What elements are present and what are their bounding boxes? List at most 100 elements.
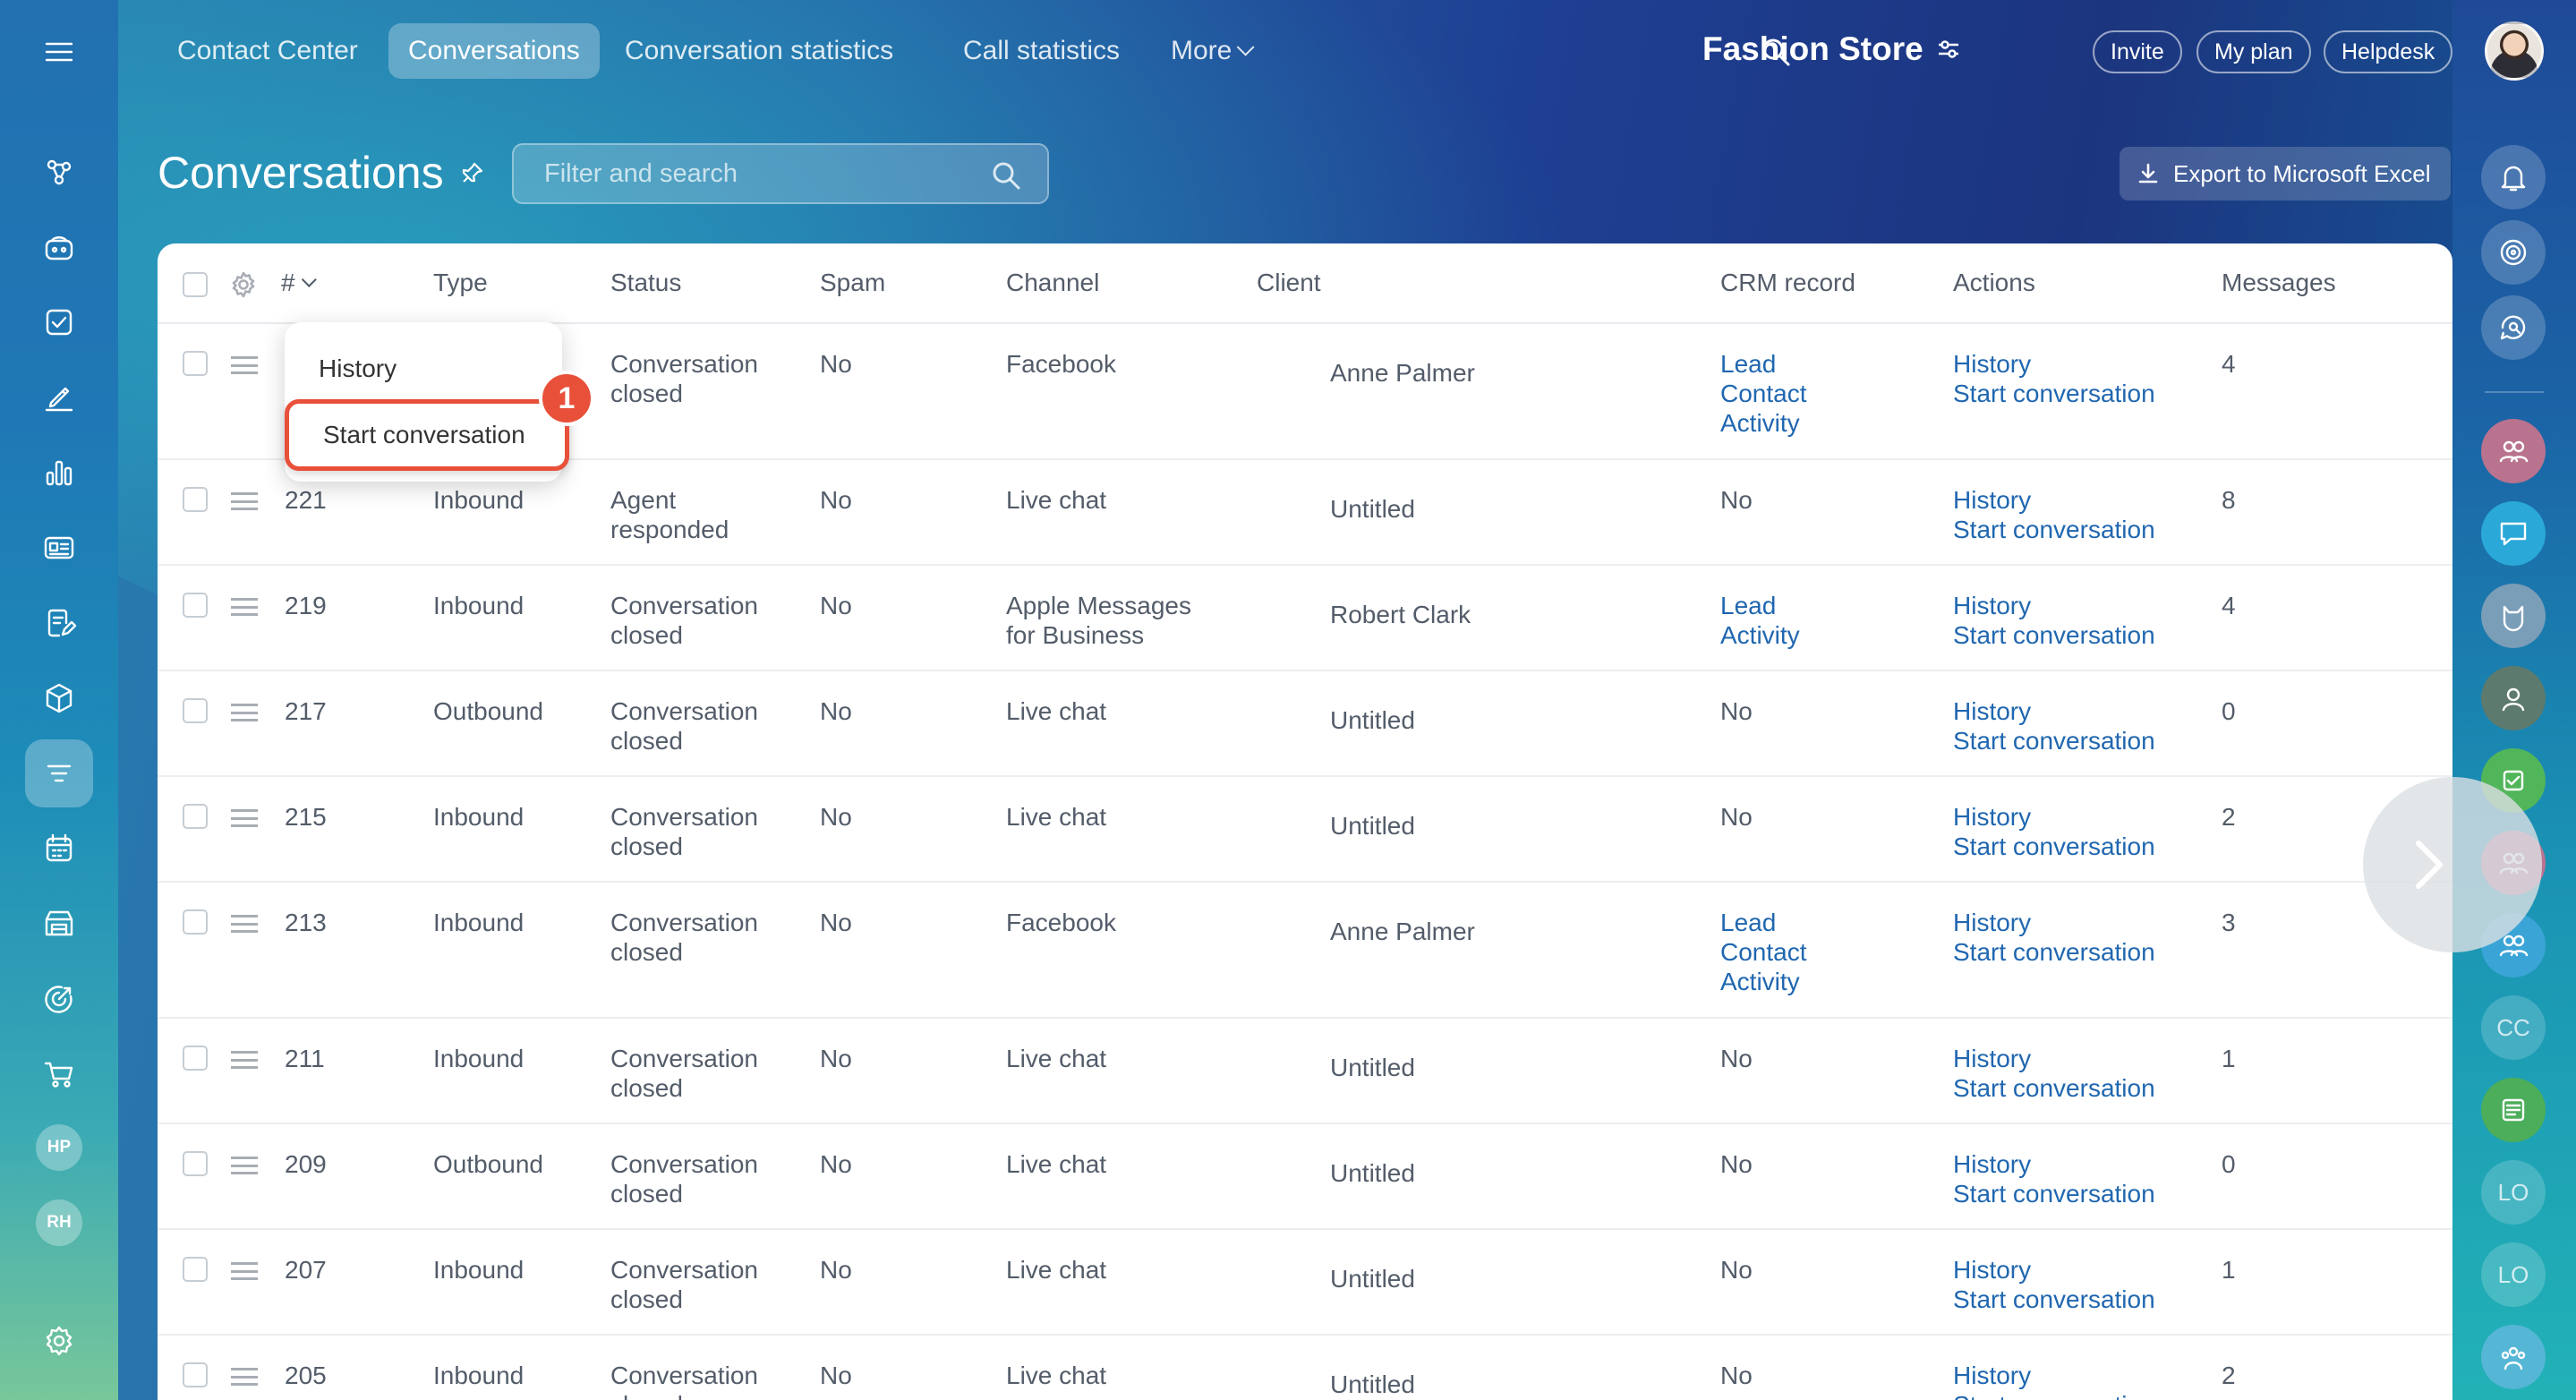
target-icon[interactable] [25, 965, 93, 1033]
user-avatar[interactable]: HP [36, 1124, 82, 1171]
store-icon[interactable] [25, 890, 93, 958]
scroll-right-button[interactable] [2363, 777, 2542, 952]
start-conversation-link[interactable]: Start conversation [1953, 727, 2155, 755]
menu-item-history[interactable]: History [319, 354, 397, 382]
row-checkbox[interactable] [183, 1151, 208, 1176]
tasks-icon[interactable] [25, 288, 93, 356]
menu-item-start-conversation[interactable]: Start conversation [285, 399, 569, 471]
history-link[interactable]: History [1953, 1362, 2032, 1389]
row-client[interactable]: Untitled [1330, 1265, 1415, 1293]
column-header[interactable]: Actions [1953, 269, 2035, 296]
radar-icon[interactable] [2481, 220, 2546, 285]
row-checkbox[interactable] [183, 1362, 208, 1387]
menu-icon[interactable] [25, 18, 93, 86]
row-client[interactable]: Anne Palmer [1330, 359, 1475, 387]
profile-avatar[interactable] [2485, 21, 2544, 81]
row-checkbox[interactable] [183, 351, 208, 376]
history-link[interactable]: History [1953, 909, 2032, 936]
table-row[interactable]: 221 Inbound Agent responded No Live chat Untit… [158, 460, 2452, 566]
history-link[interactable]: History [1953, 803, 2032, 831]
search-input[interactable]: Filter and search [512, 143, 1049, 204]
search-icon[interactable] [1760, 36, 1792, 68]
search-icon[interactable] [990, 159, 1022, 192]
history-link[interactable]: History [1953, 1045, 2032, 1072]
drag-handle-icon[interactable] [231, 1262, 258, 1280]
drag-handle-icon[interactable] [231, 1368, 258, 1386]
chat-bubble-avatar[interactable] [2481, 501, 2546, 566]
crm-link[interactable]: Activity [1720, 621, 1800, 649]
drag-handle-icon[interactable] [231, 809, 258, 827]
bell-icon[interactable] [2481, 145, 2546, 209]
column-header[interactable]: Channel [1006, 269, 1100, 296]
start-conversation-link[interactable]: Start conversation [1953, 516, 2155, 543]
table-row[interactable]: 215 Inbound Conversation closed No Live chat U… [158, 777, 2452, 883]
column-header[interactable]: CRM record [1720, 269, 1855, 296]
start-conversation-link[interactable]: Start conversation [1953, 1180, 2155, 1208]
tab-call-statistics[interactable]: Call statistics [963, 36, 1121, 65]
history-link[interactable]: History [1953, 486, 2032, 514]
drag-handle-icon[interactable] [231, 356, 258, 374]
column-header[interactable]: Status [610, 269, 682, 296]
team-avatar[interactable] [2481, 1325, 2546, 1389]
row-checkbox[interactable] [183, 487, 208, 512]
table-row[interactable]: 213 Inbound Conversation closed No Facebook An… [158, 883, 2452, 1019]
start-conversation-link[interactable]: Start conversation [1953, 938, 2155, 966]
crm-link[interactable]: Activity [1720, 409, 1800, 437]
export-excel-button[interactable]: Export to Microsoft Excel [2120, 147, 2451, 201]
column-header[interactable]: Spam [820, 269, 886, 296]
workspace-name[interactable]: Fashion Store [1702, 30, 1961, 68]
start-conversation-link[interactable]: Start conversation [1953, 832, 2155, 860]
automation-icon[interactable] [25, 138, 93, 206]
row-client[interactable]: Untitled [1330, 706, 1415, 734]
crm-link[interactable]: Contact [1720, 380, 1807, 407]
crm-link[interactable]: Contact [1720, 938, 1807, 966]
row-client[interactable]: Robert Clark [1330, 601, 1471, 628]
chat-initials-avatar[interactable]: LO [2481, 1160, 2546, 1225]
table-row[interactable]: 207 Inbound Conversation closed No Live chat U… [158, 1230, 2452, 1336]
start-conversation-link[interactable]: Start conversation [1953, 1285, 2155, 1313]
table-row[interactable]: 219 Inbound Conversation closed No Apple Mess… [158, 566, 2452, 671]
history-link[interactable]: History [1953, 1256, 2032, 1284]
sign-icon[interactable] [25, 363, 93, 431]
chat-initials-avatar[interactable]: LO [2481, 1242, 2546, 1307]
tab-conversations[interactable]: Conversations [388, 23, 600, 79]
drag-handle-icon[interactable] [231, 1051, 258, 1069]
invite-button[interactable]: Invite [2093, 30, 2182, 73]
row-client[interactable]: Untitled [1330, 495, 1415, 523]
inventory-icon[interactable] [25, 664, 93, 732]
cart-icon[interactable] [25, 1040, 93, 1108]
row-checkbox[interactable] [183, 804, 208, 829]
start-conversation-link[interactable]: Start conversation [1953, 1390, 2155, 1400]
row-checkbox[interactable] [183, 593, 208, 618]
settings-icon[interactable] [25, 1307, 93, 1375]
table-row[interactable]: Conversation closed No Facebook Anne Palmer L… [158, 324, 2452, 460]
column-header[interactable]: Messages [2222, 269, 2336, 296]
sites-icon[interactable] [25, 514, 93, 582]
pin-icon[interactable] [460, 160, 485, 185]
history-link[interactable]: History [1953, 350, 2032, 378]
tab-more[interactable]: More [1151, 23, 1273, 79]
history-link[interactable]: History [1953, 1150, 2032, 1178]
helpdesk-button[interactable]: Helpdesk [2324, 30, 2453, 73]
row-checkbox[interactable] [183, 698, 208, 723]
person-avatar[interactable] [2481, 666, 2546, 730]
group-chat-avatar[interactable] [2481, 419, 2546, 483]
row-client[interactable]: Untitled [1330, 1054, 1415, 1081]
analytics-icon[interactable] [25, 439, 93, 507]
start-conversation-link[interactable]: Start conversation [1953, 621, 2155, 649]
row-checkbox[interactable] [183, 1046, 208, 1071]
column-header[interactable]: Client [1257, 269, 1321, 296]
tab-conversation-statistics[interactable]: Conversation statistics [625, 36, 894, 65]
column-header[interactable]: Type [433, 269, 488, 296]
chat-search-icon[interactable] [2481, 295, 2546, 360]
documents-icon[interactable] [25, 589, 93, 657]
news-avatar[interactable] [2481, 1078, 2546, 1142]
select-all-checkbox[interactable] [183, 272, 208, 297]
table-row[interactable]: 211 Inbound Conversation closed No Live chat U… [158, 1019, 2452, 1124]
drag-handle-icon[interactable] [231, 915, 258, 933]
tab-contact-center[interactable]: Contact Center [177, 36, 358, 65]
start-conversation-link[interactable]: Start conversation [1953, 1074, 2155, 1102]
sort-by-id[interactable]: # [281, 269, 317, 297]
row-client[interactable]: Untitled [1330, 1159, 1415, 1187]
